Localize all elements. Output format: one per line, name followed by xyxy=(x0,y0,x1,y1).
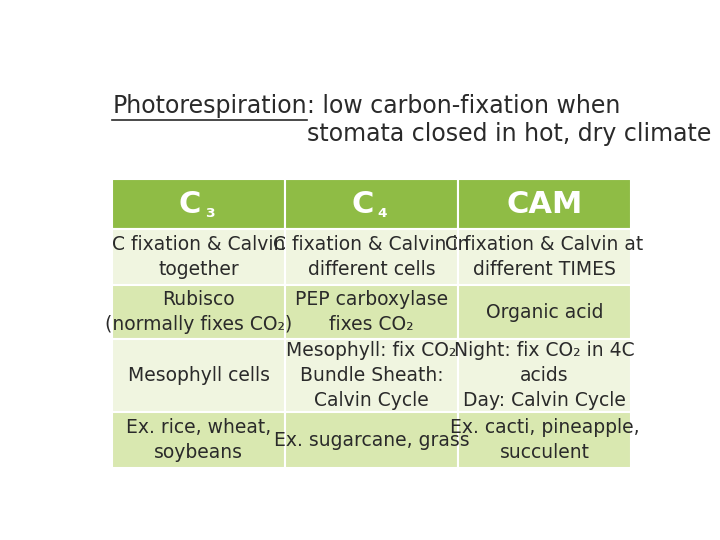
Text: Night: fix CO₂ in 4C
acids
Day: Calvin Cycle: Night: fix CO₂ in 4C acids Day: Calvin C… xyxy=(454,341,635,410)
FancyBboxPatch shape xyxy=(112,285,285,339)
Text: ₃: ₃ xyxy=(205,201,215,221)
FancyBboxPatch shape xyxy=(112,229,285,285)
Text: C fixation & Calvin in
different cells: C fixation & Calvin in different cells xyxy=(274,235,469,279)
Text: PEP carboxylase
fixes CO₂: PEP carboxylase fixes CO₂ xyxy=(295,290,448,334)
FancyBboxPatch shape xyxy=(285,285,458,339)
Text: C: C xyxy=(179,190,201,219)
FancyBboxPatch shape xyxy=(285,339,458,412)
FancyBboxPatch shape xyxy=(112,412,285,468)
FancyBboxPatch shape xyxy=(112,179,285,229)
FancyBboxPatch shape xyxy=(112,339,285,412)
FancyBboxPatch shape xyxy=(285,412,458,468)
Text: : low carbon-fixation when
stomata closed in hot, dry climate: : low carbon-fixation when stomata close… xyxy=(307,94,711,146)
FancyBboxPatch shape xyxy=(458,179,631,229)
Text: CAM: CAM xyxy=(506,190,582,219)
Text: C fixation & Calvin at
different TIMES: C fixation & Calvin at different TIMES xyxy=(446,235,644,279)
FancyBboxPatch shape xyxy=(458,285,631,339)
Text: ₄: ₄ xyxy=(378,201,387,221)
FancyBboxPatch shape xyxy=(285,229,458,285)
Text: Mesophyll cells: Mesophyll cells xyxy=(127,366,270,385)
Text: Ex. sugarcane, grass: Ex. sugarcane, grass xyxy=(274,430,469,450)
Text: Rubisco
(normally fixes CO₂): Rubisco (normally fixes CO₂) xyxy=(105,290,292,334)
Text: Organic acid: Organic acid xyxy=(486,303,603,322)
Text: Photorespiration: Photorespiration xyxy=(112,94,307,118)
Text: Ex. rice, wheat,
soybeans: Ex. rice, wheat, soybeans xyxy=(126,418,271,462)
Text: Ex. cacti, pineapple,
succulent: Ex. cacti, pineapple, succulent xyxy=(450,418,639,462)
Text: Mesophyll: fix CO₂
Bundle Sheath:
Calvin Cycle: Mesophyll: fix CO₂ Bundle Sheath: Calvin… xyxy=(287,341,456,410)
Text: C: C xyxy=(351,190,374,219)
Text: C fixation & Calvin
together: C fixation & Calvin together xyxy=(112,235,285,279)
FancyBboxPatch shape xyxy=(285,179,458,229)
FancyBboxPatch shape xyxy=(458,339,631,412)
FancyBboxPatch shape xyxy=(458,412,631,468)
FancyBboxPatch shape xyxy=(458,229,631,285)
